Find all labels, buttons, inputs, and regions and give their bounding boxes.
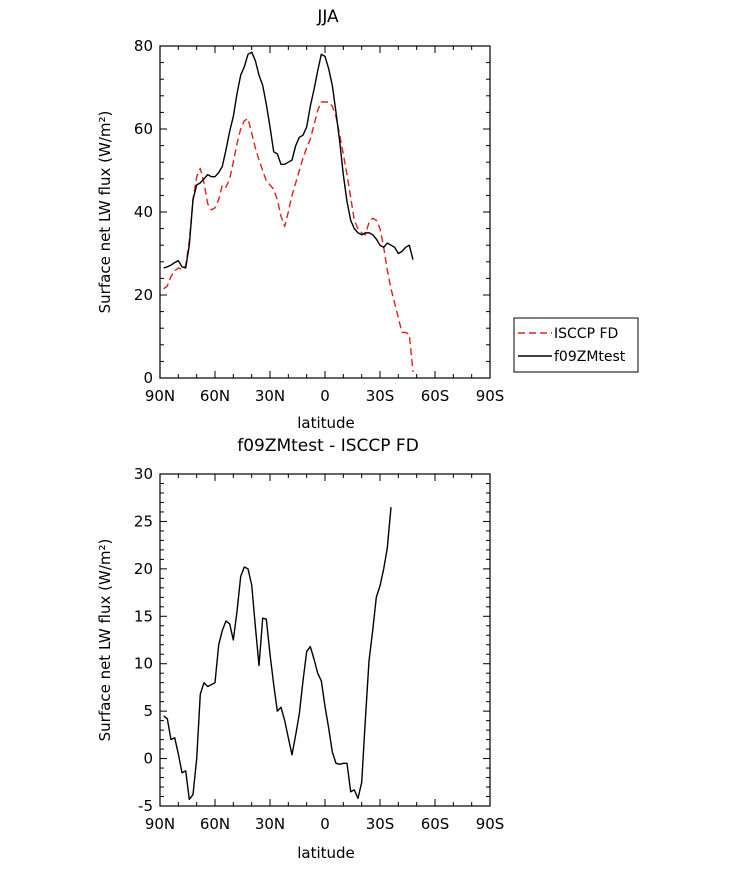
legend-box (513, 317, 639, 373)
y-tick-label: 25 (134, 512, 153, 530)
series-line-isccp-fd (163, 101, 414, 372)
x-tick-label: 30S (366, 387, 395, 405)
y-tick-label: -5 (138, 797, 153, 815)
y-tick-label: 15 (134, 607, 153, 625)
legend-label-isccp: ISCCP FD (554, 326, 618, 342)
bottom-ticks: 90N 60N 30N 0 30S 60S 90S -5 0 5 10 15 20 25 30 (134, 465, 504, 833)
legend: ISCCP FD f09ZMtest (513, 317, 639, 373)
x-tick-label: 0 (320, 815, 330, 833)
x-tick-label: 60N (200, 815, 230, 833)
bottom-x-axis-label: latitude (297, 844, 355, 862)
y-tick-label: 5 (143, 702, 153, 720)
y-tick-label: 20 (134, 286, 153, 304)
x-tick-label: 90S (476, 387, 505, 405)
x-tick-label: 30S (366, 815, 395, 833)
y-tick-label: 20 (134, 560, 153, 578)
x-tick-label: 60N (200, 387, 230, 405)
y-tick-label: 30 (134, 465, 153, 483)
bottom-y-axis-label: Surface net LW flux (W/m²) (96, 539, 114, 742)
legend-label-f09: f09ZMtest (554, 349, 626, 365)
x-tick-label: 0 (320, 387, 330, 405)
bottom-panel: f09ZMtest - ISCCP FD 90N 60N 30N 0 30S 60S 90S… (96, 436, 504, 862)
bottom-chart-title: f09ZMtest - ISCCP FD (237, 436, 419, 456)
top-ticks: 90N 60N 30N 0 30S 60S 90S 0 20 40 60 80 (134, 37, 504, 405)
y-tick-label: 80 (134, 37, 153, 55)
series-line-difference (163, 507, 392, 801)
y-tick-label: 10 (134, 655, 153, 673)
bottom-plot-frame (159, 473, 491, 807)
y-tick-label: 60 (134, 120, 153, 138)
bottom-series (163, 507, 392, 801)
top-panel: JJA 90N 60N 30N 0 30S 60S 90S 0 20 40 60 80 latitud… (96, 7, 639, 432)
top-plot-frame (159, 45, 491, 379)
series-line-f09zmtest (163, 51, 414, 269)
y-tick-label: 0 (143, 750, 153, 768)
top-chart-title: JJA (316, 7, 339, 27)
x-tick-label: 30N (255, 387, 285, 405)
x-tick-label: 90N (145, 387, 175, 405)
top-series (163, 51, 414, 372)
x-tick-label: 90S (476, 815, 505, 833)
x-tick-label: 60S (421, 387, 450, 405)
x-tick-label: 30N (255, 815, 285, 833)
top-x-axis-label: latitude (297, 414, 355, 432)
x-tick-label: 60S (421, 815, 450, 833)
x-tick-label: 90N (145, 815, 175, 833)
y-tick-label: 0 (143, 369, 153, 387)
y-tick-label: 40 (134, 203, 153, 221)
top-y-axis-label: Surface net LW flux (W/m²) (96, 111, 114, 314)
